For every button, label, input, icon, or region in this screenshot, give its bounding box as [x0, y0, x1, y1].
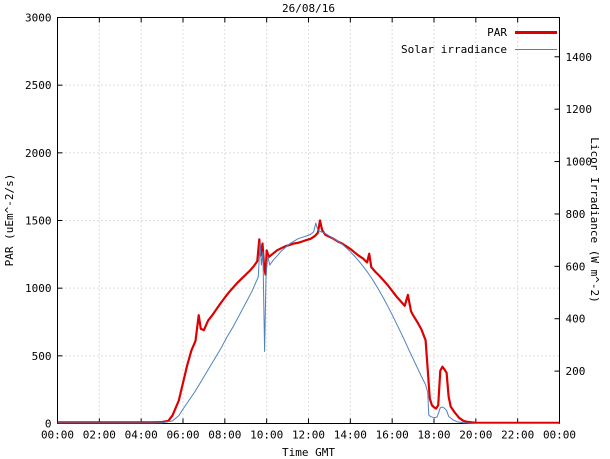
x-tick-label: 04:00 — [125, 429, 158, 442]
series-line-solar — [57, 222, 560, 424]
x-tick-label: 12:00 — [292, 429, 325, 442]
y-axis-label-right: Licor Irradiance (W m^-2) — [588, 137, 601, 303]
legend-row-par: PAR — [487, 25, 557, 39]
y-left-tick-label: 1500 — [25, 215, 52, 228]
y-right-tick-label: 1200 — [566, 103, 593, 116]
x-tick-label: 16:00 — [376, 429, 409, 442]
y-right-tick-label: 1000 — [566, 156, 593, 169]
legend: PAR Solar irradiance — [401, 25, 557, 56]
y-left-tick-label: 500 — [32, 350, 52, 363]
series-line-par — [57, 219, 560, 424]
y-left-tick-label: 2000 — [25, 147, 52, 160]
y-left-tick-label: 1000 — [25, 282, 52, 295]
legend-label-par: PAR — [487, 25, 507, 39]
legend-label-solar: Solar irradiance — [401, 42, 507, 56]
chart-title: 26/08/16 — [282, 2, 335, 15]
legend-line-solar-icon — [515, 48, 557, 50]
x-tick-label: 20:00 — [459, 429, 492, 442]
x-tick-label: 10:00 — [250, 429, 283, 442]
x-tick-label: 18:00 — [417, 429, 450, 442]
x-tick-label: 08:00 — [208, 429, 241, 442]
y-axis-label-left: PAR (uEm^-2/s) — [3, 173, 16, 267]
y-left-tick-label: 3000 — [25, 12, 52, 25]
x-tick-label: 00:00 — [41, 429, 74, 442]
legend-line-par-icon — [515, 30, 557, 34]
y-right-tick-label: 600 — [566, 260, 586, 273]
y-right-tick-label: 200 — [566, 365, 586, 378]
y-right-tick-label: 400 — [566, 313, 586, 326]
legend-row-solar: Solar irradiance — [401, 42, 557, 56]
x-tick-label: 06:00 — [166, 429, 199, 442]
y-right-tick-label: 1400 — [566, 51, 593, 64]
y-left-tick-label: 2500 — [25, 79, 52, 92]
y-left-tick-label: 0 — [45, 418, 52, 431]
x-tick-label: 00:00 — [543, 429, 576, 442]
x-tick-label: 02:00 — [83, 429, 116, 442]
y-right-tick-label: 800 — [566, 208, 586, 221]
x-axis-label: Time GMT — [282, 446, 335, 459]
x-tick-label: 14:00 — [334, 429, 367, 442]
x-tick-label: 22:00 — [501, 429, 534, 442]
